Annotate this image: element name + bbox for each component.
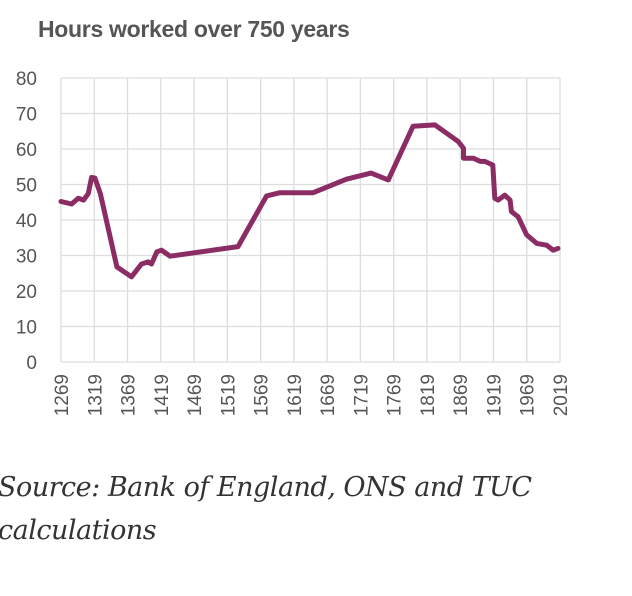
y-tick-label: 70: [16, 105, 37, 126]
x-tick-label: 1869: [451, 374, 472, 416]
x-tick-label: 1819: [418, 374, 439, 416]
x-tick-label: 1369: [119, 374, 140, 416]
y-tick-label: 50: [16, 176, 37, 197]
x-tick-label: 1769: [385, 374, 406, 416]
x-tick-label: 2019: [551, 374, 572, 416]
y-tick-label: 80: [16, 69, 37, 90]
x-tick-label: 1469: [185, 374, 206, 416]
source-caption: Source: Bank of England, ONS and TUC cal…: [0, 472, 532, 546]
x-tick-label: 1269: [52, 374, 73, 416]
x-tick-label: 1619: [285, 374, 306, 416]
x-tick-label: 1319: [85, 374, 106, 416]
x-tick-label: 1919: [484, 374, 505, 416]
y-tick-label: 0: [26, 353, 37, 374]
x-tick-label: 1969: [518, 374, 539, 416]
x-tick-label: 1719: [351, 374, 372, 416]
line-chart: 0 10 20 30 40 50 60 70 80 1269 1319 1369 1419 1469 151…: [16, 69, 572, 416]
y-tick-label: 40: [16, 211, 37, 232]
x-tick-label: 1519: [218, 374, 239, 416]
y-tick-label: 10: [16, 318, 37, 339]
x-tick-label: 1569: [252, 374, 273, 416]
y-tick-label: 30: [16, 247, 37, 268]
series-line-hours-worked: [58, 122, 561, 280]
x-tick-label: 1419: [152, 374, 173, 416]
y-tick-label: 20: [16, 282, 37, 303]
x-tick-label: 1669: [318, 374, 339, 416]
y-tick-label: 60: [16, 140, 37, 161]
chart-title: Hours worked over 750 years: [38, 16, 350, 42]
